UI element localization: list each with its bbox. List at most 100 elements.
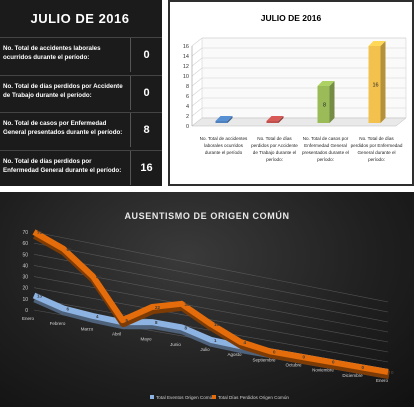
bar-chart-gridline — [191, 107, 406, 117]
line-chart-y-tick: 70 — [22, 230, 28, 236]
line-chart: AUSENTISMO DE ORIGEN COMÚN 0102030405060… — [22, 210, 394, 400]
line-chart-legend-swatch — [212, 395, 216, 399]
summary-row-label: No. Total de días perdidos por Accidente… — [3, 83, 123, 99]
line-chart-data-label: 13 — [37, 294, 43, 299]
bar-chart-x-label: presentados durante el — [302, 150, 349, 155]
line-chart-data-label: 30 — [185, 302, 191, 307]
bar-chart-gridline — [191, 97, 406, 107]
bar-chart-y-tick: 14 — [183, 54, 189, 60]
bar-chart-x-label: General durante el — [357, 150, 395, 155]
summary-row-label: No. Total de días perdidos por Enfermeda… — [3, 158, 122, 174]
bar-chart-gridline — [191, 37, 406, 47]
line-chart-data-label: 0 — [362, 365, 365, 370]
bar-chart-bar-top — [215, 116, 233, 121]
bar-chart-x-label: No. Total de accidentes — [200, 136, 248, 141]
line-chart-data-label: 0 — [332, 360, 335, 365]
line-chart-title: AUSENTISMO DE ORIGEN COMÚN — [124, 210, 289, 221]
summary-row: No. Total de casos por Enfermedad Genera… — [0, 112, 162, 147]
bar-chart-y-tick: 12 — [183, 64, 189, 70]
bar-chart-y-tick: 16 — [183, 44, 189, 50]
summary-row: No. Total de días perdidos por Enfermeda… — [0, 150, 162, 185]
summary-row-label: No. Total de casos por Enfermedad Genera… — [3, 120, 123, 136]
line-chart-y-tick: 20 — [22, 286, 28, 292]
line-chart-x-label: Octubre — [285, 363, 302, 368]
line-chart-data-label: 70 — [37, 230, 43, 235]
summary-row: No. Total de accidentes laborales ocurri… — [0, 37, 162, 72]
summary-title: JULIO DE 2016 — [30, 10, 130, 26]
bar-chart-x-label: perdidos por Enfermedad — [351, 143, 403, 148]
bar-chart-x-label: período: — [368, 157, 385, 162]
line-chart-x-label: Noviembre — [312, 368, 334, 373]
line-chart-data-label: 16 — [214, 322, 220, 327]
line-chart-data-label: 0 — [303, 355, 306, 360]
summary-row-value: 0 — [130, 38, 162, 72]
bar-chart-y-tick: 2 — [186, 114, 189, 120]
bar-chart: JULIO DE 2016 0 2 4 6 8 10 12 14 16 No. Total de … — [183, 13, 407, 162]
line-chart-gridline — [33, 253, 389, 323]
bar-chart-x-label: No. Total de casos por — [303, 136, 349, 141]
line-chart-data-label: 0 — [391, 370, 394, 375]
line-chart-x-label: Marzo — [81, 326, 94, 331]
line-chart-y-tick: 10 — [22, 297, 28, 303]
line-chart-series-shadow — [33, 231, 390, 379]
line-chart-gridline — [33, 287, 389, 353]
line-chart-y-tick: 30 — [22, 275, 28, 281]
line-chart-y-tick: 50 — [22, 252, 28, 258]
bar-chart-gridline — [191, 77, 406, 87]
bar-chart-bar-top — [317, 81, 335, 86]
bar-chart-data-label: 16 — [372, 83, 378, 89]
summary-row-value: 8 — [130, 113, 162, 147]
bar-chart-data-label: 8 — [323, 103, 326, 109]
bar-chart-x-label: período: — [317, 157, 334, 162]
bar-chart-bar-side — [329, 81, 335, 123]
line-chart-legend-swatch — [150, 395, 154, 399]
bar-chart-x-label: perdidos por Accidente — [251, 143, 298, 148]
line-chart-data-label: 40 — [96, 275, 102, 280]
line-chart-x-label: Febrero — [50, 321, 66, 326]
bar-chart-x-label: laborales ocurridos — [204, 143, 244, 148]
line-chart-gridline — [33, 231, 389, 303]
line-chart-legend-label: Total Días Perdidos Origen Común — [218, 395, 289, 400]
bar-chart-y-tick: 8 — [186, 84, 189, 90]
bar-chart-y-tick: 10 — [183, 74, 189, 80]
line-chart-x-label: Junio — [170, 342, 181, 347]
bar-chart-bar-top — [368, 41, 386, 46]
line-chart-x-label: Abril — [112, 332, 121, 337]
line-chart-y-tick: 0 — [25, 308, 28, 314]
line-chart-y-tick: 40 — [22, 263, 28, 269]
line-chart-x-label: Mayo — [140, 337, 152, 342]
bar-chart-x-label: No. Total de días — [257, 136, 292, 141]
summary-row-value: 0 — [130, 76, 162, 110]
bar-chart-panel: JULIO DE 2016 0 2 4 6 8 10 12 14 16 No. Total de … — [168, 0, 414, 186]
line-chart-data-label: 8 — [185, 325, 188, 330]
bar-chart-bar-side — [278, 116, 284, 123]
bar-chart-bar — [368, 46, 381, 123]
bar-chart-x-label: Enfermedad General — [304, 143, 347, 148]
bar-chart-bar — [317, 86, 330, 123]
line-chart-gridline — [33, 276, 389, 343]
line-chart-data-label: 0 — [273, 349, 276, 354]
bar-chart-bar — [215, 121, 228, 123]
line-chart-panel: AUSENTISMO DE ORIGEN COMÚN 0 10 20 30 40 50 60… — [0, 192, 414, 407]
line-chart-data-label: 4 — [244, 340, 247, 345]
line-chart-y-tick: 60 — [22, 241, 28, 247]
line-chart-data-label: 22 — [155, 305, 161, 310]
line-chart-series-line — [32, 229, 389, 375]
line-chart-x-label: Julio — [200, 347, 210, 352]
line-chart-x-label: Septiembre — [252, 357, 276, 362]
bar-chart-x-label: de Trabajo durante el — [253, 150, 296, 155]
summary-row-label: No. Total de accidentes laborales ocurri… — [3, 45, 101, 61]
bar-chart-y-tick: 0 — [186, 124, 189, 130]
line-chart-legend-label: Total Eventos Origen Común — [156, 395, 215, 400]
line-chart-data-label: 0 — [391, 370, 394, 375]
bar-chart-y-tick: 6 — [186, 94, 189, 100]
line-chart-x-label: Diciembre — [342, 373, 363, 378]
bar-chart-gridline — [191, 87, 406, 97]
bar-chart-y-tick: 4 — [186, 104, 189, 110]
line-chart-x-label: Agosto — [227, 352, 242, 357]
bar-chart-gridline — [191, 47, 406, 57]
bar-chart-gridline — [191, 67, 406, 77]
bar-chart-gridline — [191, 57, 406, 67]
summary-row-value: 16 — [130, 151, 162, 185]
bar-chart-x-label: No. Total de días — [359, 136, 394, 141]
